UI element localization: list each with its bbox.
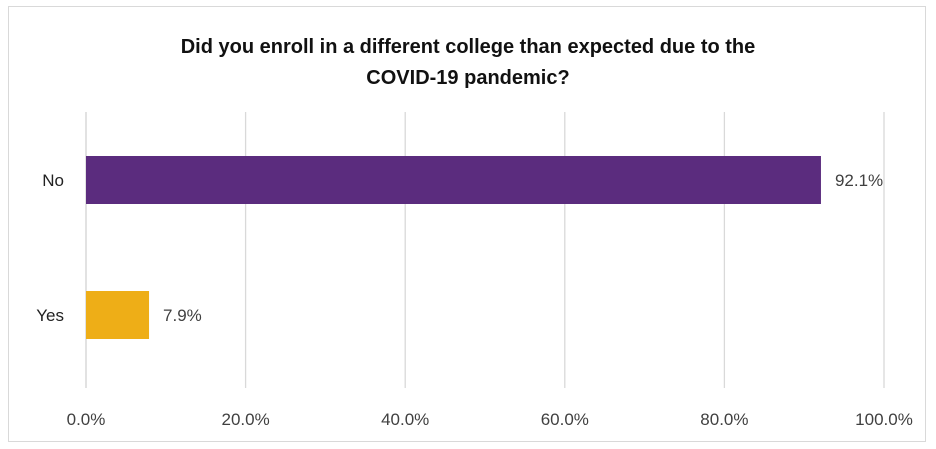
x-tick-label: 40.0% (381, 410, 429, 429)
chart-title: Did you enroll in a different college th… (0, 32, 936, 94)
chart-title-line-1: Did you enroll in a different college th… (180, 36, 756, 58)
data-label: 7.9% (163, 306, 202, 325)
chart-title-line-2: COVID-19 pandemic? (366, 67, 570, 89)
bars (86, 156, 821, 339)
bar-no (86, 156, 821, 204)
labels: 0.0% 20.0% 40.0% 60.0% 80.0% 100.0% No 92.1% Yes… (36, 171, 913, 429)
gridlines (85, 112, 885, 388)
x-tick-label: 20.0% (221, 410, 269, 429)
x-tick-label: 0.0% (67, 410, 106, 429)
x-tick-label: 100.0% (855, 410, 913, 429)
category-label: Yes (36, 306, 64, 325)
category-label: No (42, 171, 64, 190)
bar-yes (86, 291, 150, 339)
x-tick-label: 80.0% (700, 410, 748, 429)
chart-frame (8, 6, 926, 442)
data-label: 92.1% (835, 171, 883, 190)
x-tick-label: 60.0% (541, 410, 589, 429)
